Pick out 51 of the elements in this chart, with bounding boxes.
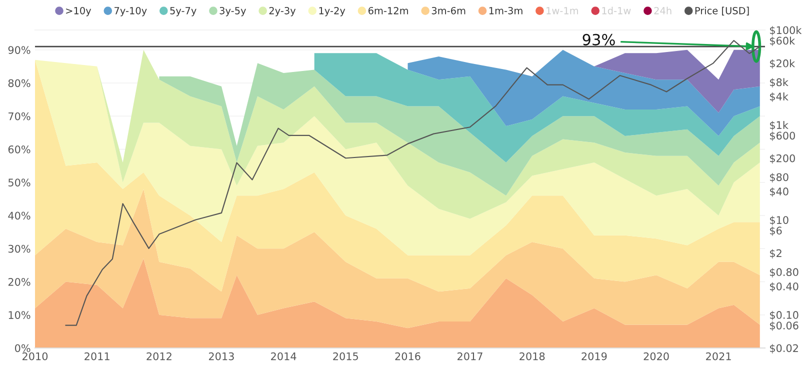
y2-tick-label: $0.80 (770, 268, 798, 278)
y-tick-label: 90% (8, 46, 30, 54)
y2-tick-label: $0.10 (770, 310, 798, 320)
y2-tick-label: $0.02 (770, 344, 798, 354)
y2-tick-label: $200 (770, 154, 795, 164)
y2-tick-label: $600 (770, 132, 795, 141)
y2-tick-label: $2 (770, 249, 782, 259)
legend-label: 2y-3y (269, 6, 296, 16)
x-tick-label: 2011 (84, 352, 110, 360)
legend-label: 7y-10y (114, 6, 147, 16)
y-tick-label: 20% (8, 278, 30, 286)
x-tick-label: 2021 (706, 352, 731, 360)
y-tick-label: 80% (8, 79, 30, 88)
y2-tick-label: $40 (770, 187, 788, 197)
y2-tick-label: $0.40 (770, 282, 798, 292)
x-tick-label: 2010 (22, 352, 48, 360)
legend-label: 1y-2y (319, 6, 346, 16)
y2-tick-label: $20k (770, 59, 796, 69)
legend-label: 3y-5y (220, 6, 246, 16)
legend-label: 3m-6m (432, 6, 466, 14)
x-tick-label: 2019 (582, 352, 607, 360)
legend-label: >10y (66, 6, 92, 16)
y-tick-label: 70% (8, 112, 30, 120)
y2-tick-label: $100k (770, 26, 802, 36)
x-tick-label: 2016 (395, 352, 420, 360)
y-tick-label: 60% (8, 145, 30, 154)
x-tick-label: 2012 (146, 352, 172, 360)
legend-label: 6m-12m (368, 6, 408, 14)
y2-tick-label: $0.06 (770, 321, 798, 331)
x-tick-label: 2015 (333, 352, 358, 360)
x-tick-label: 2017 (458, 352, 482, 360)
y2-tick-label: $10 (770, 216, 788, 226)
x-tick-label: 2020 (644, 352, 669, 360)
y2-tick-label: $4k (770, 92, 788, 102)
legend-label: 5y-7y (170, 7, 196, 16)
y2-tick-label: $60k (770, 36, 796, 46)
y-tick-label: 50% (8, 178, 30, 186)
legend-label: Price [USD] (695, 6, 749, 16)
y2-tick-label: $8k (770, 78, 788, 88)
y-tick-label: 40% (8, 212, 30, 220)
y2-tick-label: $1k (770, 120, 788, 130)
legend-label: 1m-3m (489, 6, 522, 14)
x-tick-label: 2018 (520, 352, 545, 360)
x-tick-label: 2014 (271, 352, 296, 360)
annotation: 93% (582, 34, 615, 46)
y-tick-label: 0% (14, 344, 30, 352)
y-tick-label: 10% (8, 311, 30, 319)
y2-tick-label: $80 (770, 173, 788, 182)
y-tick-label: 30% (8, 244, 30, 253)
y2-tick-label: $6 (770, 226, 782, 236)
x-tick-label: 2013 (208, 352, 234, 360)
